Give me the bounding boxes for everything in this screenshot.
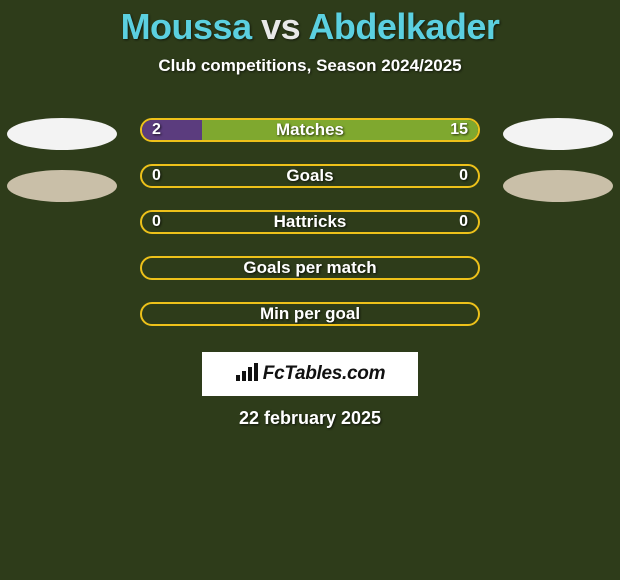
player2-badges bbox=[498, 118, 618, 222]
player1-badge bbox=[7, 170, 117, 202]
stat-bar: Goals per match bbox=[140, 256, 480, 280]
title-player2: Abdelkader bbox=[308, 6, 499, 47]
player1-badges bbox=[2, 118, 122, 222]
brand-badge: FcTables.com bbox=[202, 352, 418, 396]
stat-bar: Min per goal bbox=[140, 302, 480, 326]
player2-badge bbox=[503, 170, 613, 202]
stat-bars: 215Matches 00Goals 00Hattricks Goals per ma… bbox=[140, 118, 480, 348]
brand-label: FcTables.com bbox=[263, 363, 385, 384]
stat-label: Goals bbox=[142, 166, 478, 186]
stat-bar: 00Goals bbox=[140, 164, 480, 188]
page-title: Moussa vs Abdelkader bbox=[0, 0, 620, 48]
stat-label: Goals per match bbox=[142, 258, 478, 278]
title-player1: Moussa bbox=[121, 6, 252, 47]
player2-badge bbox=[503, 118, 613, 150]
date-text: 22 february 2025 bbox=[0, 408, 620, 429]
subtitle: Club competitions, Season 2024/2025 bbox=[0, 56, 620, 76]
stat-bar: 00Hattricks bbox=[140, 210, 480, 234]
title-vs: vs bbox=[261, 6, 300, 47]
bars-icon bbox=[235, 363, 261, 381]
brand-text: FcTables.com bbox=[235, 363, 385, 385]
player1-badge bbox=[7, 118, 117, 150]
stat-label: Matches bbox=[142, 120, 478, 140]
stat-label: Hattricks bbox=[142, 212, 478, 232]
stat-label: Min per goal bbox=[142, 304, 478, 324]
stat-bar: 215Matches bbox=[140, 118, 480, 142]
